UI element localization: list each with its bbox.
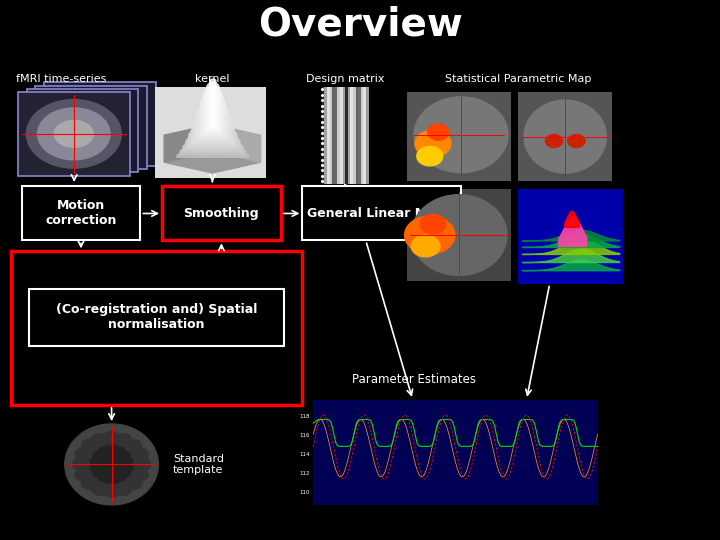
Ellipse shape bbox=[76, 436, 147, 493]
Circle shape bbox=[411, 235, 440, 257]
Text: 116: 116 bbox=[299, 433, 310, 438]
Ellipse shape bbox=[37, 108, 110, 160]
Ellipse shape bbox=[524, 100, 606, 173]
Bar bbox=[330, 86, 332, 184]
Circle shape bbox=[81, 477, 99, 490]
Bar bbox=[327, 86, 330, 184]
Circle shape bbox=[417, 146, 443, 166]
Polygon shape bbox=[212, 124, 261, 162]
Circle shape bbox=[415, 130, 451, 157]
Text: Design matrix: Design matrix bbox=[306, 74, 384, 84]
Circle shape bbox=[75, 468, 92, 481]
Bar bbox=[27, 89, 138, 172]
Bar bbox=[338, 86, 340, 184]
Text: Standard
template: Standard template bbox=[173, 454, 224, 475]
Bar bbox=[155, 86, 266, 178]
Circle shape bbox=[75, 448, 92, 461]
Bar bbox=[348, 86, 351, 184]
Ellipse shape bbox=[411, 195, 507, 275]
Bar bbox=[325, 86, 327, 184]
Bar bbox=[313, 400, 598, 505]
Ellipse shape bbox=[27, 99, 121, 168]
Bar bbox=[332, 86, 335, 184]
Ellipse shape bbox=[65, 424, 158, 505]
Text: General Linear Model: General Linear Model bbox=[307, 207, 456, 220]
Bar bbox=[44, 82, 156, 166]
Ellipse shape bbox=[414, 97, 508, 173]
Bar bbox=[346, 86, 348, 184]
Bar bbox=[35, 85, 147, 169]
Circle shape bbox=[131, 448, 148, 461]
Polygon shape bbox=[164, 124, 212, 162]
Text: fMRI time-series: fMRI time-series bbox=[16, 74, 107, 84]
Bar bbox=[22, 186, 140, 240]
Bar bbox=[29, 289, 284, 346]
Bar bbox=[359, 86, 361, 184]
Text: Statistical Parametric Map: Statistical Parametric Map bbox=[445, 74, 592, 84]
Bar bbox=[322, 86, 369, 184]
Bar bbox=[340, 86, 343, 184]
Circle shape bbox=[405, 216, 455, 254]
Bar bbox=[18, 92, 130, 176]
Bar bbox=[351, 86, 353, 184]
Circle shape bbox=[125, 440, 142, 453]
Circle shape bbox=[114, 482, 132, 495]
Bar bbox=[302, 186, 461, 240]
Bar bbox=[518, 92, 612, 181]
Circle shape bbox=[73, 458, 90, 471]
Circle shape bbox=[133, 458, 150, 471]
Text: 114: 114 bbox=[299, 452, 310, 457]
Circle shape bbox=[568, 134, 585, 147]
Text: 110: 110 bbox=[299, 490, 310, 495]
Circle shape bbox=[125, 477, 142, 490]
Bar bbox=[361, 86, 364, 184]
Text: Smoothing: Smoothing bbox=[184, 207, 259, 220]
Bar bbox=[407, 189, 511, 281]
Bar bbox=[518, 189, 623, 284]
Circle shape bbox=[103, 431, 120, 444]
Bar bbox=[407, 92, 511, 181]
Text: Motion
correction: Motion correction bbox=[45, 199, 117, 227]
Bar bbox=[356, 86, 359, 184]
Text: (Co-registration and) Spatial
normalisation: (Co-registration and) Spatial normalisat… bbox=[56, 303, 257, 332]
Circle shape bbox=[545, 134, 562, 147]
Bar bbox=[364, 86, 366, 184]
Circle shape bbox=[420, 214, 446, 234]
Bar bbox=[11, 251, 302, 405]
Text: 112: 112 bbox=[299, 471, 310, 476]
Bar bbox=[366, 86, 369, 184]
Bar bbox=[162, 186, 281, 240]
Text: Parameter Estimates: Parameter Estimates bbox=[352, 373, 476, 386]
Circle shape bbox=[131, 468, 148, 481]
Ellipse shape bbox=[54, 120, 94, 147]
Circle shape bbox=[103, 484, 120, 497]
Bar bbox=[335, 86, 338, 184]
Circle shape bbox=[81, 440, 99, 453]
Text: Overview: Overview bbox=[258, 5, 462, 44]
Circle shape bbox=[427, 124, 449, 140]
Text: kernel: kernel bbox=[195, 74, 230, 84]
Bar bbox=[353, 86, 356, 184]
Bar bbox=[322, 86, 325, 184]
Bar bbox=[343, 86, 346, 184]
Circle shape bbox=[114, 434, 132, 447]
Circle shape bbox=[91, 434, 109, 447]
Text: 118: 118 bbox=[299, 414, 310, 420]
Circle shape bbox=[91, 482, 109, 495]
Polygon shape bbox=[164, 151, 261, 173]
